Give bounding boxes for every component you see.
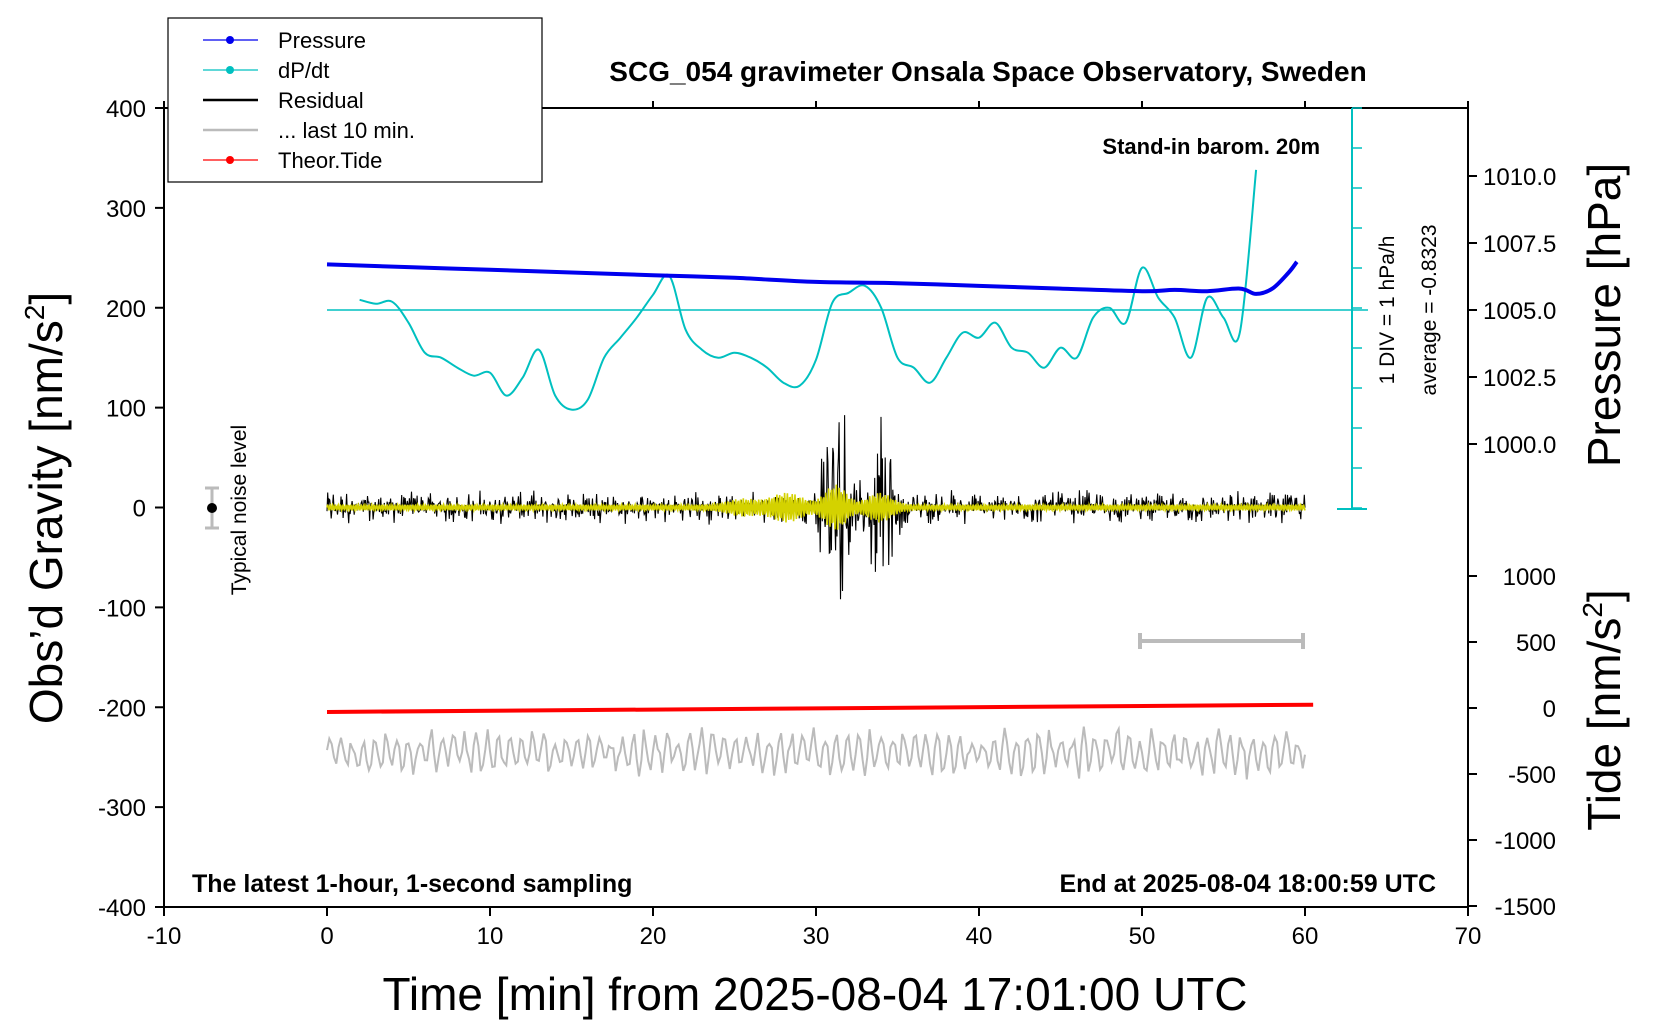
tide-tick-label: 1000 [1503,564,1556,591]
legend: Pressure dP/dt Residual ... last 10 min. The… [167,17,543,183]
series-filtered-line [326,484,1306,530]
tide-tick-label: -1500 [1495,894,1556,921]
legend-marker [226,66,234,74]
y-tick-label: 0 [133,496,146,523]
y-tick-label: -400 [98,895,146,922]
legend-marker [226,156,234,164]
pressure-axis: 1010.0 1007.5 1005.0 1002.5 1000.0 [1468,164,1556,459]
x-axis-label: Time [min] from 2025-08-04 17:01:00 UTC [383,968,1248,1020]
x-tick-label: 10 [477,923,504,950]
dpdt-scale [1337,107,1367,510]
series-last10-line [326,725,1306,780]
x-tick-label: 40 [966,923,993,950]
tide-tick-label: 0 [1543,696,1556,723]
average-label: average = -0.8323 [1418,224,1441,395]
end-at-label: End at 2025-08-04 18:00:59 UTC [1059,870,1436,898]
x-tick-label: -10 [147,923,182,950]
series-pressure-line [326,260,1299,296]
x-tick-label: 20 [640,923,667,950]
pressure-tick-label: 1005.0 [1483,298,1556,325]
series-residual-line [326,415,1306,600]
y-tick-label: -300 [98,795,146,822]
legend-label: dP/dt [278,58,329,83]
pressure-tick-label: 1000.0 [1483,432,1556,459]
y-tick-label: 400 [106,96,146,123]
x-tick-label: 0 [320,923,333,950]
x-axis: -10 0 10 20 30 40 50 60 70 [147,101,1482,950]
pressure-tick-label: 1002.5 [1483,365,1556,392]
legend-label: Pressure [278,28,366,53]
y-axis-left-label: Obs’d Gravity [nm/s2] [19,292,72,724]
div-label: 1 DIV = 1 hPa/h [1376,236,1399,385]
noise-level-indicator [205,486,219,530]
chart-title: SCG_054 gravimeter Onsala Space Observat… [609,56,1366,87]
latest-label: The latest 1-hour, 1-second sampling [192,870,632,898]
y-tick-label: 300 [106,196,146,223]
legend-label: ... last 10 min. [278,118,415,143]
x-tick-label: 70 [1455,923,1482,950]
legend-label: Theor.Tide [278,148,382,173]
y-tick-label: 200 [106,296,146,323]
x-tick-label: 30 [803,923,830,950]
tide-tick-label: -1000 [1495,828,1556,855]
tide-axis: 1000 500 0 -500 -1000 -1500 [1468,564,1556,921]
stand-in-label: Stand-in barom. 20m [1102,134,1320,159]
pressure-axis-label: Pressure [hPa] [1578,163,1630,467]
y-tick-label: 100 [106,396,146,423]
legend-label: Residual [278,88,364,113]
pressure-tick-label: 1007.5 [1483,231,1556,258]
y-axis-left: 400 300 200 100 0 -100 -200 -300 -400 [98,96,164,922]
tide-tick-label: 500 [1516,630,1556,657]
series-tide-line [326,702,1314,714]
series-dpdt-line [359,169,1258,411]
x-tick-label: 50 [1129,923,1156,950]
noise-level-label: Typical noise level [228,425,251,595]
tide-tick-label: -500 [1508,762,1556,789]
pressure-tick-label: 1010.0 [1483,164,1556,191]
last10-marker [1138,633,1305,649]
y-tick-label: -200 [98,695,146,722]
x-tick-label: 60 [1292,923,1319,950]
y-tick-label: -100 [98,595,146,622]
tide-axis-label: Tide [nm/s2] [1577,589,1630,830]
legend-marker [226,36,234,44]
